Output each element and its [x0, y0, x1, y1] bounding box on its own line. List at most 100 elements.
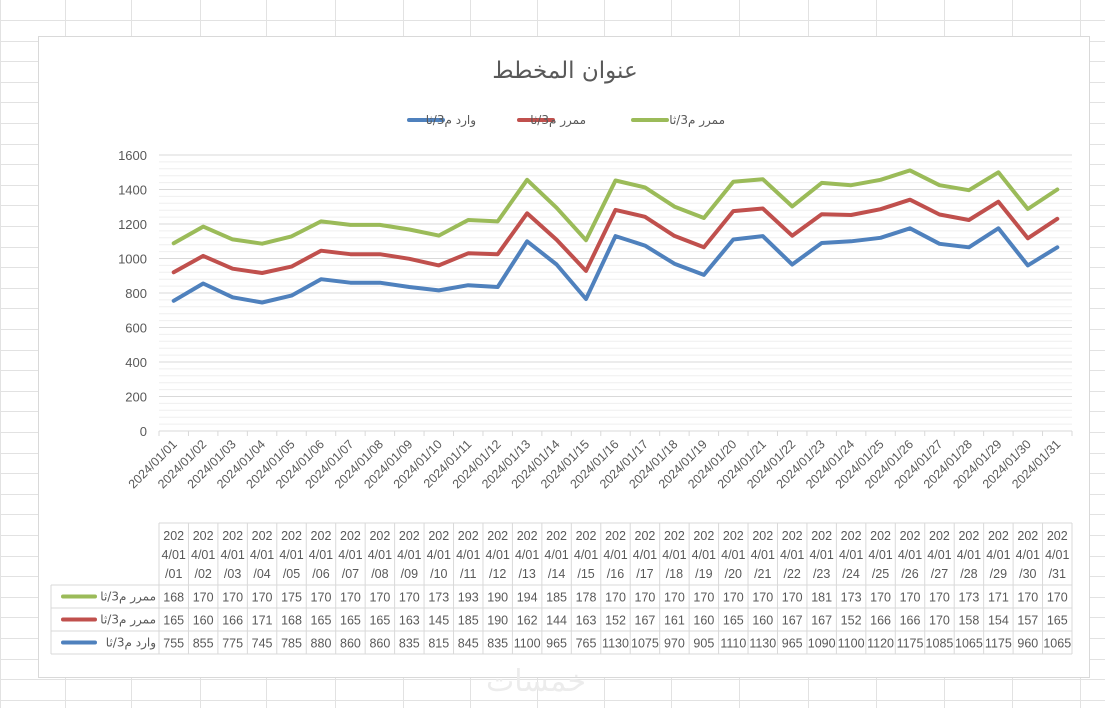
table-header-label: 202: [546, 529, 567, 543]
table-cell: 173: [841, 591, 862, 605]
data-point: [1056, 246, 1059, 249]
table-header-label: 202: [163, 529, 184, 543]
table-cell: 190: [487, 591, 508, 605]
table-header-label: 4/01: [721, 548, 745, 562]
table-header-label: 4/01: [368, 548, 392, 562]
data-point: [850, 240, 852, 243]
table-cell: 1100: [514, 637, 541, 651]
data-point: [762, 207, 764, 210]
data-point: [585, 270, 587, 272]
data-point: [172, 271, 175, 274]
table-header-label: 202: [399, 529, 420, 543]
table-header-label: /26: [901, 567, 918, 581]
table-header-label: /17: [636, 567, 653, 581]
table-cell: 755: [163, 637, 184, 651]
table-cell: 1175: [985, 637, 1012, 651]
data-point: [408, 258, 411, 260]
table-cell: 171: [252, 614, 273, 628]
y-tick-label: 1200: [118, 217, 147, 232]
table-cell: 165: [340, 614, 361, 628]
table-header-label: /08: [371, 567, 388, 581]
data-point: [555, 238, 558, 241]
data-point: [555, 263, 558, 266]
table-header-label: 202: [252, 529, 273, 543]
data-point: [791, 263, 793, 266]
table-cell: 190: [487, 614, 508, 628]
table-cell: 165: [369, 614, 390, 628]
data-point: [438, 264, 440, 267]
data-point: [820, 182, 823, 184]
table-cell: 178: [576, 591, 597, 605]
data-point: [290, 294, 293, 297]
table-cell: 170: [252, 591, 273, 605]
table-header-label: 4/01: [986, 548, 1010, 562]
table-cell: 157: [1017, 614, 1038, 628]
table-header-label: /29: [990, 567, 1007, 581]
table-cell: 170: [664, 591, 685, 605]
table-header-label: 202: [782, 529, 803, 543]
data-point: [526, 240, 528, 243]
chart-area[interactable]: عنوان المخطط وارد م3/ثا ممرر م3/ثا ممرر م3/…: [38, 36, 1090, 678]
data-point: [938, 213, 941, 216]
table-cell: 170: [193, 591, 214, 605]
data-point: [997, 227, 1000, 230]
data-point: [732, 180, 735, 183]
data-point: [732, 238, 735, 241]
table-header-label: 202: [222, 529, 243, 543]
table-header-label: 4/01: [809, 548, 833, 562]
data-point: [732, 210, 735, 212]
table-cell: 860: [369, 637, 390, 651]
table-header-label: 4/01: [456, 548, 480, 562]
table-header-label: /25: [872, 567, 889, 581]
data-point: [968, 189, 970, 191]
data-point: [202, 282, 204, 285]
table-cell: 173: [958, 591, 979, 605]
table-header-label: 4/01: [162, 548, 186, 562]
table-cell: 965: [782, 637, 803, 651]
data-point: [261, 272, 263, 274]
data-point: [172, 300, 175, 302]
table-header-label: 4/01: [338, 548, 362, 562]
table-cell: 855: [193, 637, 214, 651]
table-cell: 166: [900, 614, 921, 628]
table-cell: 860: [340, 637, 361, 651]
table-header-label: /11: [460, 567, 476, 581]
data-point: [1027, 208, 1029, 210]
table-cell: 765: [576, 637, 597, 651]
table-series-label: ممرر م3/ثا: [100, 613, 156, 628]
table-header-label: 202: [193, 529, 214, 543]
table-header-label: 4/01: [1045, 548, 1069, 562]
data-point: [379, 281, 381, 284]
table-header-label: /09: [401, 567, 418, 581]
data-point: [703, 217, 705, 219]
table-cell: 163: [399, 614, 420, 628]
table-header-label: 202: [1017, 529, 1038, 543]
data-point: [1056, 188, 1059, 191]
table-header-label: /21: [754, 567, 771, 581]
table-cell: 1065: [955, 637, 983, 651]
table-header-label: 202: [988, 529, 1009, 543]
table-header-label: 4/01: [544, 548, 568, 562]
table-header-label: 202: [900, 529, 921, 543]
table-cell: 185: [458, 614, 479, 628]
table-header-label: /24: [842, 567, 859, 581]
table-header-label: 4/01: [839, 548, 863, 562]
table-header-label: 4/01: [397, 548, 421, 562]
data-point: [526, 179, 528, 181]
data-point: [1056, 218, 1059, 220]
table-header-label: /27: [931, 567, 948, 581]
table-cell: 181: [811, 591, 832, 605]
legend-label: وارد م3/ثا: [426, 113, 476, 128]
table-header-label: 4/01: [692, 548, 716, 562]
table-header-label: 4/01: [309, 548, 333, 562]
data-point: [496, 253, 499, 255]
y-tick-label: 0: [140, 424, 147, 439]
table-header-label: /20: [725, 567, 742, 581]
table-header-label: 202: [369, 529, 390, 543]
y-tick-label: 400: [125, 355, 147, 370]
table-cell: 165: [311, 614, 332, 628]
data-point: [349, 253, 352, 255]
table-cell: 160: [193, 614, 214, 628]
table-cell: 835: [487, 637, 508, 651]
table-header-label: /15: [577, 567, 594, 581]
